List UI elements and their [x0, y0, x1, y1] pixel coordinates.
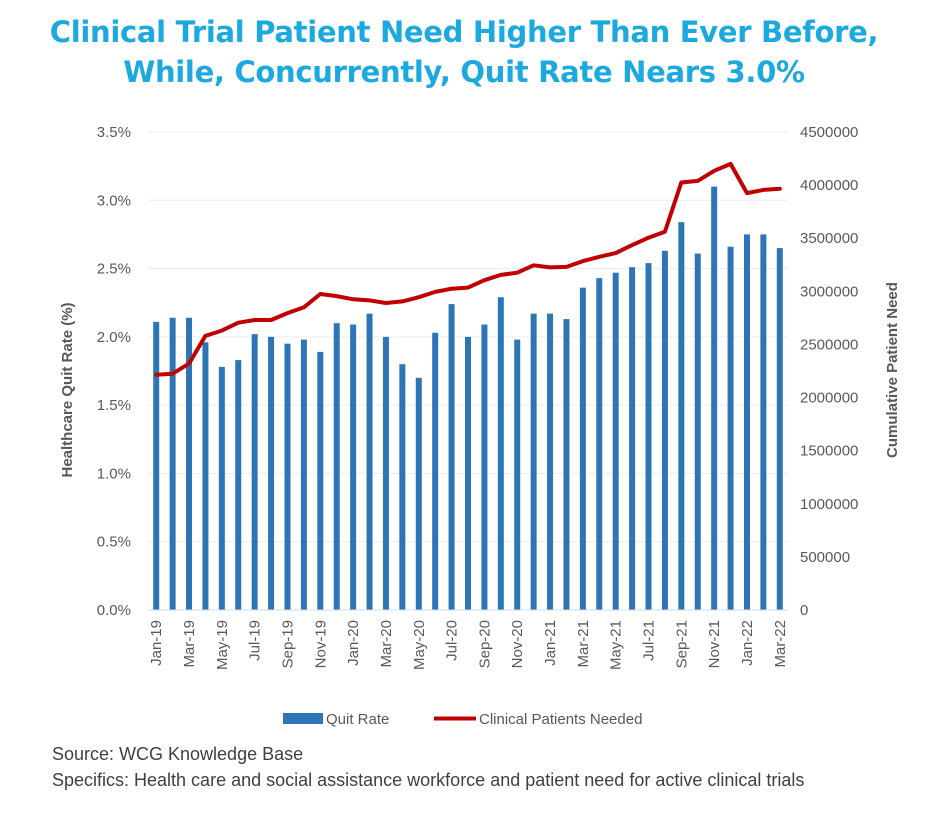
quit-rate-bar — [251, 334, 258, 610]
x-tick-label: Nov-19 — [312, 620, 329, 668]
quit-rate-bars — [153, 186, 783, 611]
legend-label-quit-rate: Quit Rate — [326, 711, 389, 728]
quit-rate-bar — [645, 263, 652, 610]
quit-rate-bar — [202, 342, 209, 610]
right-tick-label: 4000000 — [800, 177, 858, 194]
x-tick-label: May-21 — [608, 620, 625, 670]
x-tick-label: Jul-21 — [641, 620, 658, 661]
x-tick-label: Nov-21 — [706, 620, 723, 668]
left-tick-label: 2.0% — [97, 329, 131, 346]
quit-rate-bar — [497, 297, 504, 610]
quit-rate-bar — [727, 246, 734, 610]
x-tick-label: Sep-20 — [476, 620, 493, 668]
quit-rate-bar — [153, 321, 160, 610]
quit-rate-bar — [547, 313, 554, 610]
x-tick-label: Mar-20 — [378, 620, 395, 668]
quit-rate-bar — [333, 323, 340, 610]
quit-rate-bar — [514, 339, 521, 610]
left-axis-title: Healthcare Quit Rate (%) — [59, 302, 76, 477]
right-tick-label: 3500000 — [800, 230, 858, 247]
x-tick-label: Jan-22 — [739, 620, 756, 666]
x-tick-label: Mar-21 — [575, 620, 592, 668]
quit-rate-bar — [350, 324, 357, 610]
combo-chart: 0.0% 0.5% 1.0% 1.5% 2.0% 2.5% 3.0% 3.5% 0 500000… — [59, 124, 901, 728]
quit-rate-bar — [448, 304, 455, 610]
quit-rate-bar — [268, 336, 275, 610]
quit-rate-bar — [661, 250, 668, 610]
chart-title-line-2: While, Concurrently, Quit Rate Nears 3.0… — [123, 55, 805, 89]
patients-needed-line-path — [154, 161, 782, 377]
quit-rate-bar — [300, 339, 307, 610]
patients-needed-line — [154, 161, 782, 377]
quit-rate-bar — [415, 377, 422, 610]
quit-rate-bar — [743, 234, 750, 610]
x-tick-label: Nov-20 — [509, 620, 526, 668]
footnote-specifics: Specifics: Health care and social assist… — [52, 770, 805, 790]
x-tick-label: Mar-19 — [181, 620, 198, 668]
right-tick-label: 2000000 — [800, 390, 858, 407]
quit-rate-bar — [481, 324, 488, 610]
quit-rate-bar — [629, 267, 636, 610]
quit-rate-bar — [776, 248, 783, 611]
quit-rate-bar — [399, 364, 406, 610]
quit-rate-bar — [596, 278, 603, 610]
right-tick-label: 1000000 — [800, 496, 858, 513]
quit-rate-bar — [678, 222, 685, 610]
right-tick-label: 4500000 — [800, 124, 858, 141]
right-axis-ticks: 0 500000 1000000 1500000 2000000 2500000 30000… — [800, 124, 858, 619]
quit-rate-bar — [169, 317, 176, 610]
footnote-source: Source: WCG Knowledge Base — [52, 744, 304, 764]
quit-rate-bar — [366, 313, 373, 610]
legend-swatch-quit-rate — [283, 713, 323, 724]
legend: Quit Rate Clinical Patients Needed — [283, 711, 642, 728]
quit-rate-bar — [382, 336, 389, 610]
quit-rate-bar — [612, 272, 619, 610]
chart-title: Clinical Trial Patient Need Higher Than … — [0, 12, 928, 92]
left-tick-label: 1.0% — [97, 465, 131, 482]
quit-rate-bar — [760, 234, 767, 610]
quit-rate-bar — [432, 332, 439, 610]
left-axis-ticks: 0.0% 0.5% 1.0% 1.5% 2.0% 2.5% 3.0% 3.5% — [97, 124, 131, 619]
left-tick-label: 2.5% — [97, 261, 131, 278]
left-tick-label: 3.0% — [97, 192, 131, 209]
quit-rate-bar — [579, 287, 586, 610]
x-tick-label: Jan-21 — [542, 620, 559, 666]
quit-rate-bar — [465, 336, 471, 610]
left-tick-label: 3.5% — [97, 124, 131, 141]
x-tick-label: Sep-21 — [673, 620, 690, 668]
x-axis-ticks: Jan-19 Mar-19 May-19 Jul-19 Sep-19 Nov-19 Jan-… — [148, 620, 789, 670]
left-tick-label: 0.0% — [97, 602, 131, 619]
x-tick-label: May-19 — [214, 620, 231, 670]
right-tick-label: 3000000 — [800, 283, 858, 300]
right-tick-label: 2500000 — [800, 336, 858, 353]
x-tick-label: Jan-20 — [345, 620, 362, 666]
quit-rate-bar — [284, 343, 291, 610]
quit-rate-bar — [530, 313, 537, 610]
quit-rate-bar — [563, 319, 570, 610]
x-tick-label: Mar-22 — [772, 620, 789, 668]
x-tick-label: May-20 — [411, 620, 428, 670]
quit-rate-bar — [218, 366, 225, 610]
quit-rate-bar — [694, 253, 701, 610]
right-tick-label: 1500000 — [800, 443, 858, 460]
right-tick-label: 500000 — [800, 549, 850, 566]
left-tick-label: 0.5% — [97, 534, 131, 551]
quit-rate-bar — [317, 351, 324, 610]
legend-label-patients-needed: Clinical Patients Needed — [479, 711, 642, 728]
x-tick-label: Jul-20 — [444, 620, 461, 661]
quit-rate-bar — [235, 360, 242, 610]
right-axis-title: Cumulative Patient Need — [884, 282, 901, 458]
chart-title-line-1: Clinical Trial Patient Need Higher Than … — [49, 15, 879, 49]
right-tick-label: 0 — [800, 602, 808, 619]
quit-rate-bar — [711, 186, 718, 610]
x-tick-label: Sep-19 — [280, 620, 297, 668]
quit-rate-bar — [186, 317, 193, 610]
x-tick-label: Jan-19 — [148, 620, 165, 666]
left-tick-label: 1.5% — [97, 397, 131, 414]
x-tick-label: Jul-19 — [247, 620, 264, 661]
